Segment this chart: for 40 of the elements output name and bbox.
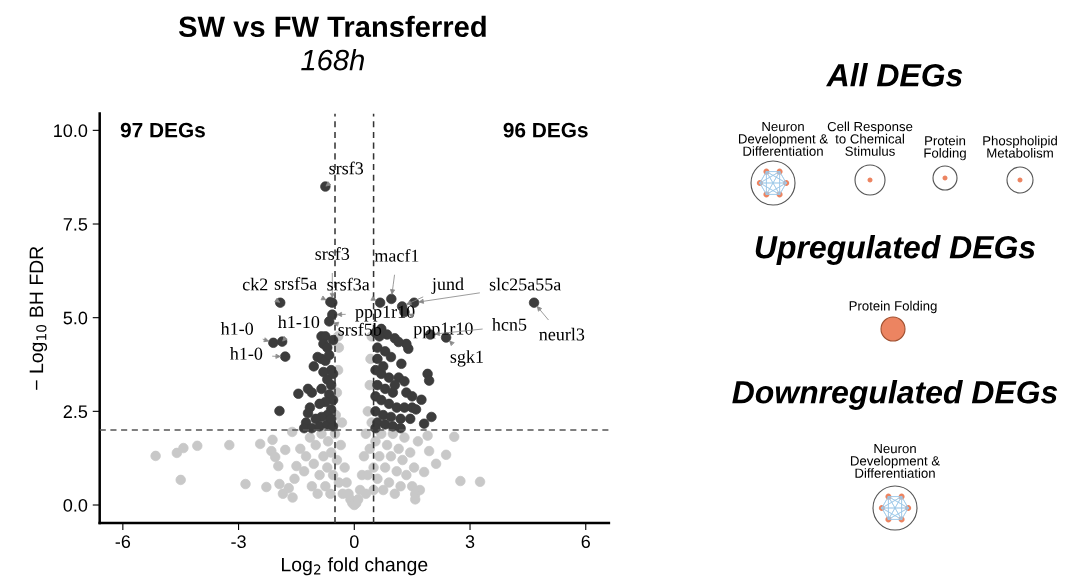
annotation: ck2 (242, 277, 268, 291)
text: Upregulated DEGs (755, 235, 1036, 265)
text: Protein Folding (924, 135, 966, 161)
x-tick-label: -6 (115, 535, 131, 549)
text: Cell Response to Chemical Stimulus (827, 121, 913, 156)
annotation: srsf3a (327, 277, 370, 291)
y-tick-label: 5.0 (63, 311, 88, 325)
annotation: h1-0 (220, 322, 254, 335)
y-tick-label: 7.5 (63, 218, 88, 231)
annotation: h1-10 (277, 315, 320, 329)
annotation: sgk1 (450, 350, 483, 367)
x-tick-label: 3 (465, 535, 475, 549)
annotation: ppp1r10 (413, 322, 473, 339)
x-tick-label: -3 (231, 535, 246, 549)
text: All DEGs (826, 63, 963, 87)
y-tick-label: 10.0 (54, 124, 88, 138)
annotation: jund (431, 277, 464, 294)
text: Neuron Development & Differentiation (850, 444, 940, 478)
text: Protein Folding (849, 300, 937, 314)
annotation: macf1 (374, 248, 419, 262)
annotation: hcn5 (492, 318, 527, 331)
y-tick-label: 2.5 (63, 405, 88, 419)
chart-subtitle: 168h (301, 49, 364, 71)
y-axis-title: − Log$_{10}$ BH FDR (29, 246, 48, 390)
annotation: srsf5a (274, 276, 317, 290)
chart-title: SW vs FW Transferred (178, 15, 486, 38)
annotation: 96 DEGs (503, 122, 588, 138)
x-tick-label: 6 (581, 535, 590, 549)
annotation: srsf3 (329, 161, 364, 175)
annotation: slc25a55a (489, 277, 562, 291)
annotation: srsf3 (315, 247, 350, 260)
x-axis-title: Log$_{2}$ fold change (282, 557, 428, 576)
text: Downregulated DEGs (732, 380, 1058, 410)
annotation: h1-0 (229, 347, 263, 360)
x-tick-label: 0 (349, 535, 359, 549)
annotation: 97 DEGs (120, 122, 205, 138)
text: Neuron Development & Differentiation (738, 122, 828, 156)
text: Phospholipid Metabolism (983, 135, 1057, 158)
annotation: neurl3 (539, 327, 585, 341)
y-tick-label: 0.0 (63, 498, 88, 512)
